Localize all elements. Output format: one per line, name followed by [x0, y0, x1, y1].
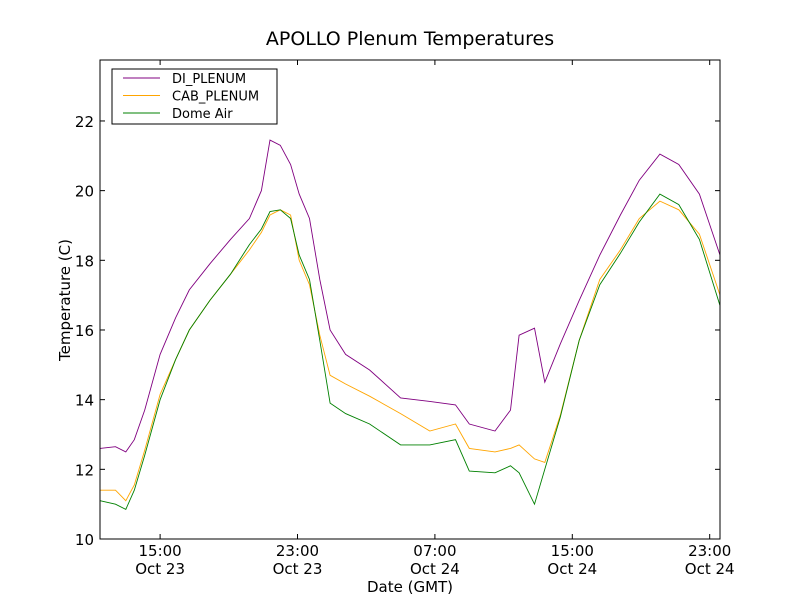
- plot-area: [99, 139, 721, 511]
- y-tick-label: 10: [75, 531, 94, 549]
- legend-label: CAB_PLENUM: [172, 90, 259, 105]
- y-tick-label: 18: [75, 252, 94, 270]
- x-tick-label-date: Oct 24: [547, 560, 597, 578]
- x-tick-label-time: 15:00: [551, 542, 594, 560]
- x-tick-label-time: 23:00: [276, 542, 319, 560]
- legend: DI_PLENUM CAB_PLENUM Dome Air: [111, 68, 278, 125]
- y-tick-label: 20: [75, 183, 94, 201]
- y-tick-label: 14: [75, 392, 94, 410]
- x-tick-label-time: 15:00: [138, 542, 181, 560]
- x-tick-label-date: Oct 23: [135, 560, 185, 578]
- chart-title: APOLLO Plenum Temperatures: [266, 28, 554, 50]
- x-tick-label-date: Oct 24: [410, 560, 460, 578]
- y-axis-label: Temperature (C): [56, 239, 74, 362]
- x-tick-label-date: Oct 24: [685, 560, 735, 578]
- x-tick-label-time: 07:00: [413, 542, 456, 560]
- x-tick-label-time: 23:00: [688, 542, 731, 560]
- x-axis-label: Date (GMT): [367, 578, 453, 596]
- axes-frame: [99, 59, 721, 540]
- series-line-di-plenum: [99, 139, 721, 453]
- legend-label: DI_PLENUM: [172, 72, 246, 87]
- y-tick-label: 12: [75, 461, 94, 479]
- series-line-dome-air: [99, 193, 721, 511]
- x-tick-label-date: Oct 23: [273, 560, 323, 578]
- y-tick-label: 16: [75, 322, 94, 340]
- legend-label: Dome Air: [172, 107, 233, 122]
- y-tick-label: 22: [75, 113, 94, 131]
